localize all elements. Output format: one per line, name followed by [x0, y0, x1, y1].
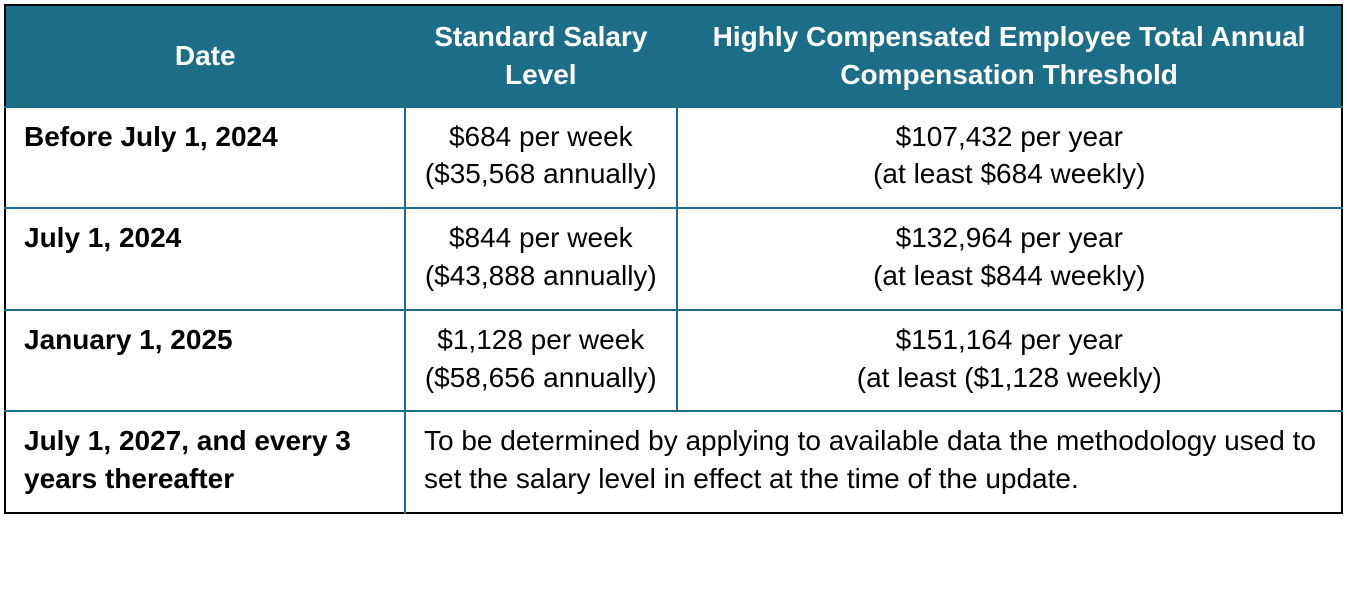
hce-secondary: (at least $844 weekly) — [696, 257, 1323, 295]
cell-date: July 1, 2027, and every 3 years thereaft… — [5, 411, 405, 513]
salary-secondary: ($43,888 annually) — [424, 257, 658, 295]
salary-primary: $1,128 per week — [437, 324, 644, 355]
salary-threshold-table: Date Standard Salary Level Highly Compen… — [4, 4, 1343, 514]
col-header-hce: Highly Compensated Employee Total Annual… — [677, 5, 1342, 107]
cell-salary: $684 per week ($35,568 annually) — [405, 107, 677, 209]
cell-hce: $132,964 per year (at least $844 weekly) — [677, 208, 1342, 310]
hce-primary: $151,164 per year — [896, 324, 1123, 355]
cell-merged-note: To be determined by applying to availabl… — [405, 411, 1342, 513]
table-row: July 1, 2027, and every 3 years thereaft… — [5, 411, 1342, 513]
cell-hce: $107,432 per year (at least $684 weekly) — [677, 107, 1342, 209]
hce-secondary: (at least $684 weekly) — [696, 155, 1323, 193]
salary-primary: $844 per week — [449, 222, 633, 253]
cell-date: Before July 1, 2024 — [5, 107, 405, 209]
col-header-date: Date — [5, 5, 405, 107]
salary-primary: $684 per week — [449, 121, 633, 152]
col-header-salary: Standard Salary Level — [405, 5, 677, 107]
cell-date: January 1, 2025 — [5, 310, 405, 412]
cell-salary: $1,128 per week ($58,656 annually) — [405, 310, 677, 412]
hce-secondary: (at least ($1,128 weekly) — [696, 359, 1323, 397]
salary-secondary: ($35,568 annually) — [424, 155, 658, 193]
hce-primary: $132,964 per year — [896, 222, 1123, 253]
cell-salary: $844 per week ($43,888 annually) — [405, 208, 677, 310]
table-row: January 1, 2025 $1,128 per week ($58,656… — [5, 310, 1342, 412]
hce-primary: $107,432 per year — [896, 121, 1123, 152]
cell-date: July 1, 2024 — [5, 208, 405, 310]
cell-hce: $151,164 per year (at least ($1,128 week… — [677, 310, 1342, 412]
salary-secondary: ($58,656 annually) — [424, 359, 658, 397]
table-header-row: Date Standard Salary Level Highly Compen… — [5, 5, 1342, 107]
table-row: Before July 1, 2024 $684 per week ($35,5… — [5, 107, 1342, 209]
table-row: July 1, 2024 $844 per week ($43,888 annu… — [5, 208, 1342, 310]
